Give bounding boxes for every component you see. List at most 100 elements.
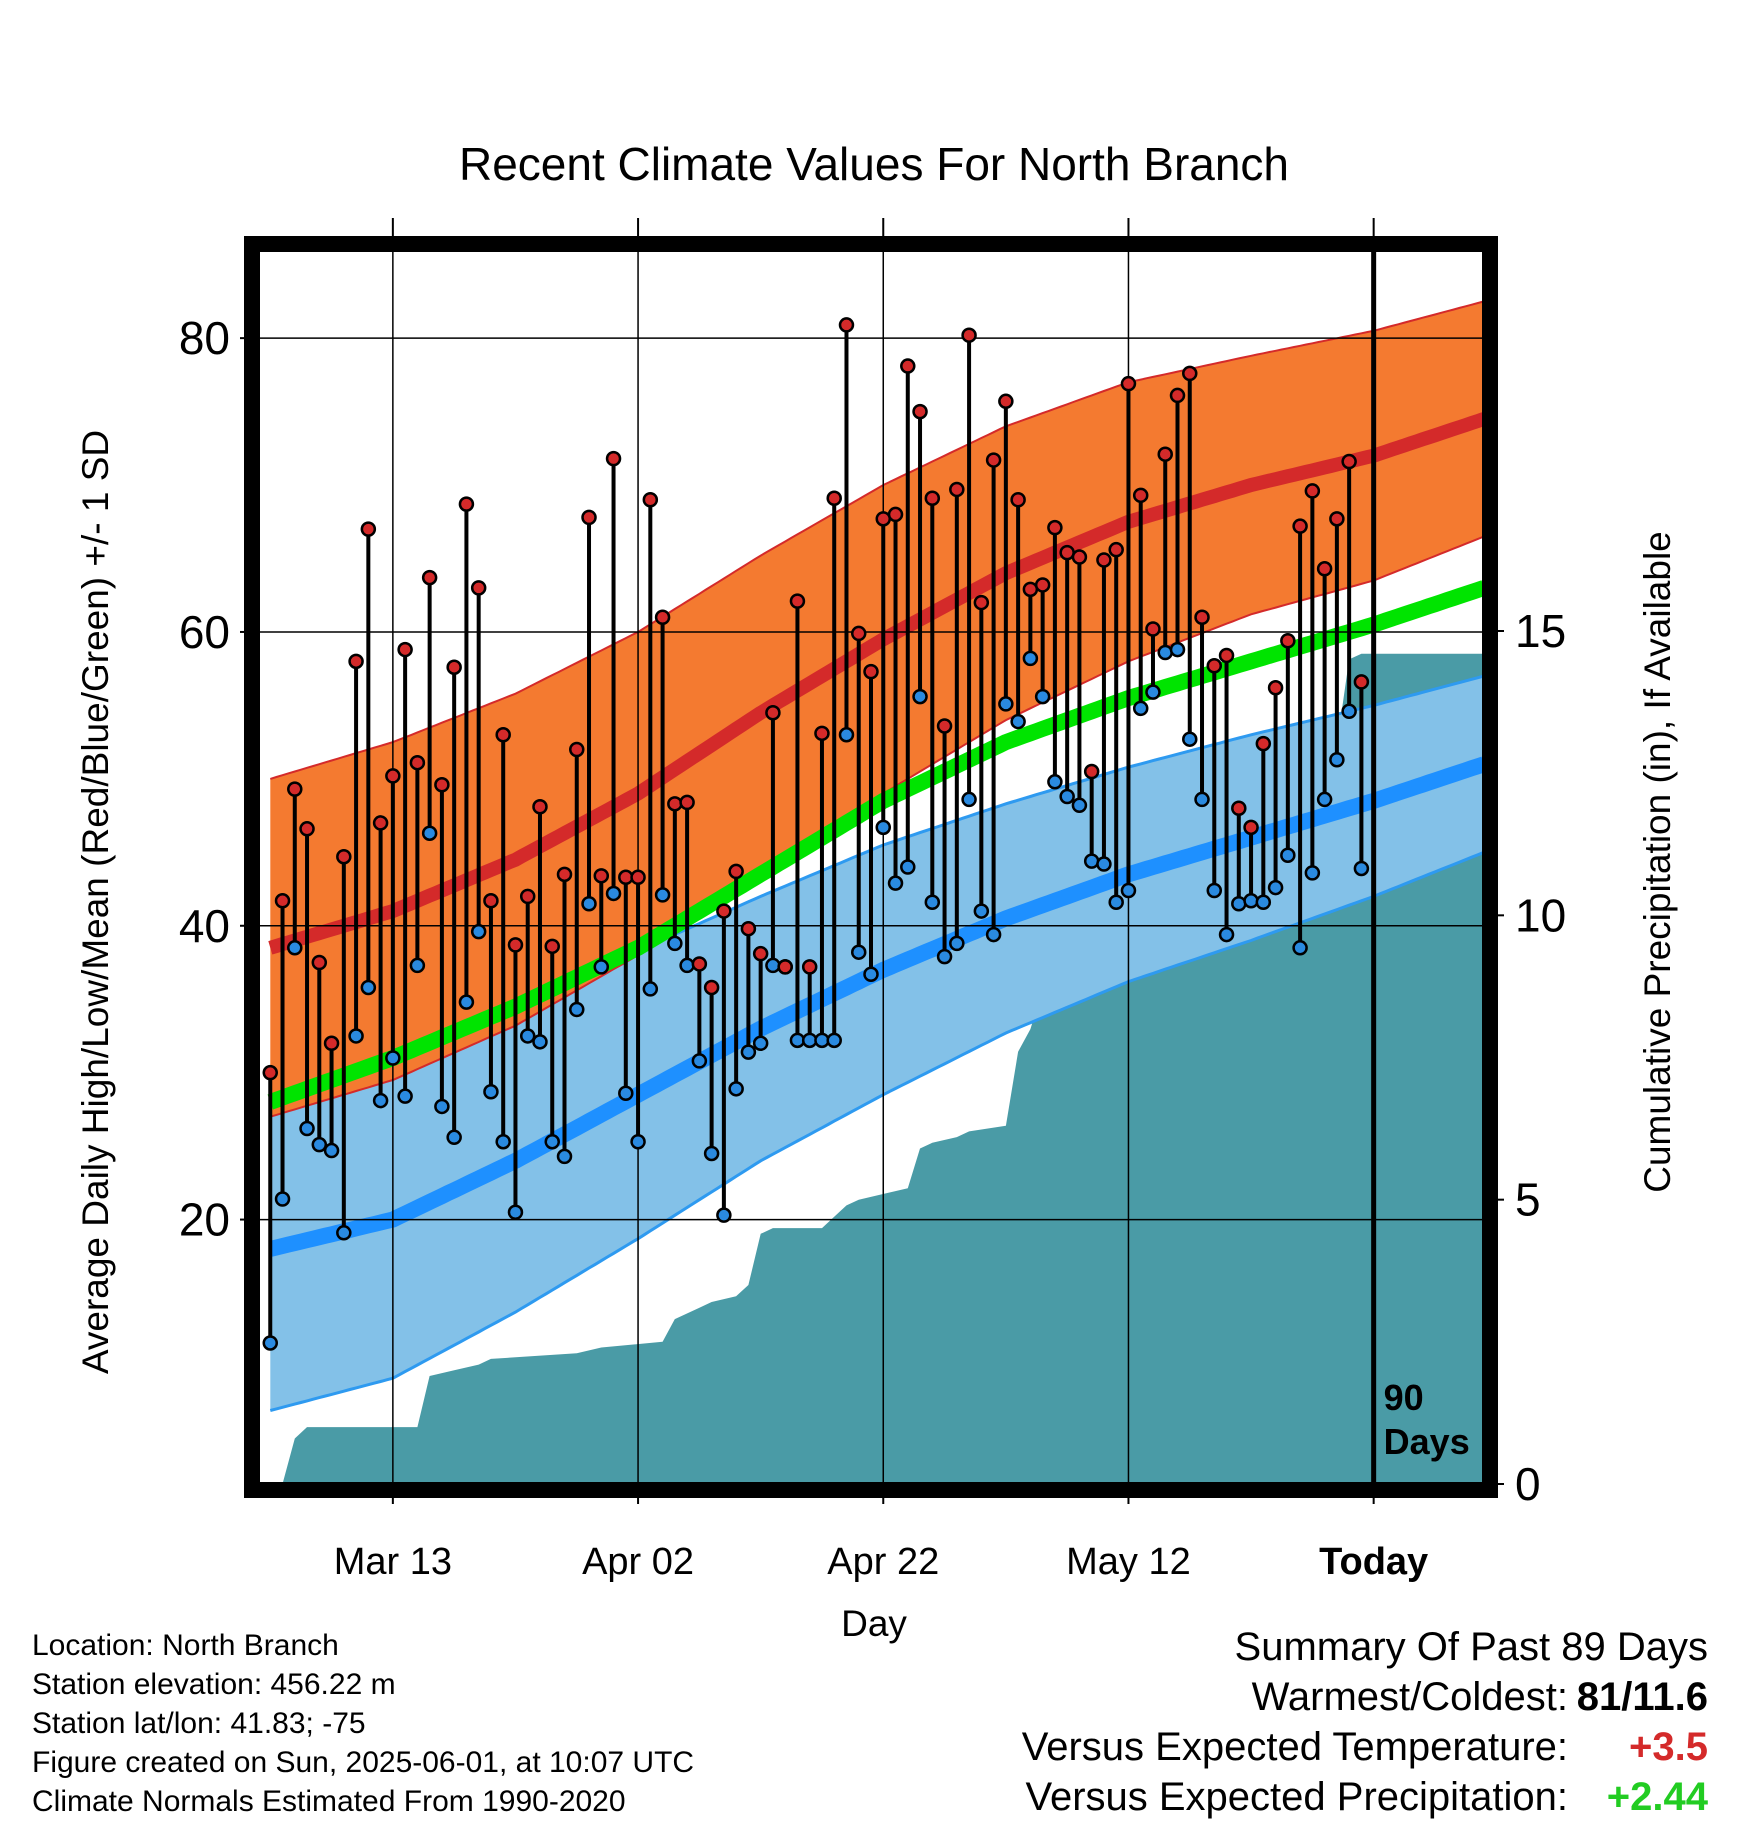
daily-low-point: [1243, 893, 1259, 909]
daily-high-point: [936, 718, 953, 734]
daily-high-point: [814, 725, 830, 742]
daily-low-point: [581, 895, 597, 912]
daily-high-point: [1353, 674, 1370, 690]
daily-low-point: [752, 1035, 769, 1052]
daily-low-point: [1316, 791, 1333, 808]
daily-low-point: [507, 1204, 524, 1220]
daily-high-point: [667, 796, 683, 812]
daily-high-point: [581, 509, 597, 526]
daily-low-point: [642, 981, 659, 997]
daily-high-point: [752, 945, 769, 962]
daily-high-point: [1083, 763, 1100, 780]
daily-high-point: [372, 815, 389, 831]
daily-low-point: [1292, 940, 1308, 956]
chart-title: Recent Climate Values For North Branch: [459, 138, 1289, 190]
daily-high-point: [262, 1064, 279, 1081]
location-text: Location: North Branch: [32, 1629, 339, 1662]
high-band-upper-edge: [270, 300, 1485, 780]
daily-low-point: [1304, 865, 1321, 881]
daily-low-point: [299, 1120, 315, 1137]
daily-high-point: [470, 580, 487, 596]
daily-high-point: [348, 653, 364, 670]
daily-high-point: [1243, 819, 1259, 836]
daily-low-point: [1157, 644, 1173, 661]
daily-high-point: [1071, 549, 1088, 565]
daily-low-point: [1132, 700, 1149, 717]
daily-low-point: [1034, 688, 1051, 705]
daily-low-point: [863, 966, 879, 982]
daily-low-point: [434, 1098, 450, 1115]
daily-low-point: [311, 1136, 328, 1153]
daily-low-point: [912, 688, 928, 705]
daily-high-point: [1108, 541, 1124, 558]
daily-high-point: [1231, 800, 1247, 816]
station-info: Location: North Branch Station elevation…: [32, 1626, 694, 1821]
daily-low-point: [519, 1028, 536, 1044]
x-tick-label: Today: [1319, 1541, 1428, 1583]
daily-high-point: [287, 781, 303, 797]
daily-low-point: [1255, 894, 1272, 911]
daily-high-point: [642, 491, 659, 508]
daily-low-point: [630, 1133, 646, 1150]
y2-tick-label: 15: [1515, 605, 1566, 657]
daily-low-point: [385, 1050, 401, 1066]
y2-tick-label: 0: [1515, 1458, 1541, 1510]
daily-high-point: [1218, 647, 1235, 664]
daily-low-point: [544, 1133, 560, 1150]
warm-cold-label: Warmest/Coldest:: [1251, 1675, 1568, 1719]
daily-low-point: [1218, 926, 1235, 943]
daily-high-point: [630, 869, 646, 886]
daily-low-point: [850, 944, 867, 960]
daily-low-point: [679, 957, 695, 974]
daily-low-point: [569, 1001, 585, 1018]
daily-high-point: [1292, 518, 1308, 534]
daily-high-point: [397, 641, 413, 658]
daily-low-point: [1120, 882, 1137, 899]
daily-high-point: [1280, 633, 1296, 649]
daily-low-point: [262, 1335, 279, 1351]
daily-high-point: [850, 625, 867, 642]
daily-high-point: [360, 521, 377, 537]
summary-heading: Summary Of Past 89 Days: [1234, 1625, 1708, 1669]
today-days-number: 90: [1384, 1377, 1424, 1418]
normal-high-line: [268, 412, 1487, 955]
daily-high-point: [1304, 483, 1321, 499]
daily-high-point: [299, 821, 315, 837]
daily-low-point: [703, 1145, 720, 1162]
daily-low-point: [1010, 713, 1026, 730]
daily-low-point: [1267, 879, 1284, 896]
x-tick-label: Mar 13: [334, 1541, 452, 1583]
daily-high-point: [1034, 577, 1051, 593]
daily-high-point: [1194, 609, 1210, 626]
daily-low-point: [483, 1084, 499, 1100]
daily-low-point: [838, 727, 855, 743]
daily-high-point: [998, 393, 1014, 410]
daily-high-point: [1341, 453, 1357, 470]
daily-low-point: [1108, 894, 1124, 911]
daily-low-point: [998, 696, 1014, 712]
daily-high-point: [483, 893, 499, 909]
y2-tick-label: 5: [1515, 1174, 1541, 1226]
latlon-text: Station lat/lon: 41.83; -75: [32, 1707, 366, 1740]
daily-high-point: [1329, 511, 1345, 527]
daily-low-point: [826, 1032, 842, 1049]
daily-high-point: [569, 741, 585, 758]
normal-mean-line: [267, 580, 1487, 1110]
daily-high-point: [311, 954, 328, 971]
y2-tick-label: 10: [1515, 889, 1566, 941]
y-tick-label: 20: [179, 1194, 230, 1246]
daily-low-point: [1182, 731, 1198, 747]
temp-label: Versus Expected Temperature:: [1021, 1725, 1568, 1769]
daily-high-point: [1145, 621, 1161, 637]
y-axis-label: Average Daily High/Low/Mean (Red/Blue/Gr…: [75, 430, 116, 1374]
daily-high-point: [1267, 680, 1284, 696]
daily-low-point: [360, 979, 377, 996]
daily-high-point: [495, 727, 511, 743]
y-tick-label: 80: [179, 312, 230, 364]
daily-low-point: [1353, 860, 1370, 877]
daily-high-point: [593, 868, 610, 884]
daily-high-point: [1169, 387, 1186, 404]
warm-cold-value: 81/11.6: [1576, 1675, 1708, 1719]
daily-low-point: [446, 1129, 462, 1146]
